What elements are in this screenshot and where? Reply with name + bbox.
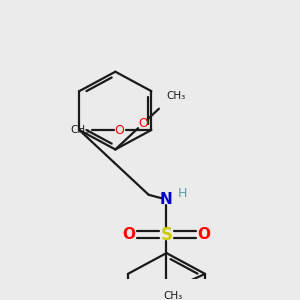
Text: CH₃: CH₃ xyxy=(71,125,90,135)
Text: O: O xyxy=(198,227,211,242)
Text: CH₃: CH₃ xyxy=(167,91,186,101)
Text: O: O xyxy=(115,124,124,136)
Text: O: O xyxy=(138,117,148,130)
Text: CH₃: CH₃ xyxy=(164,291,183,300)
Text: N: N xyxy=(160,192,173,207)
Text: S: S xyxy=(160,226,172,244)
Text: O: O xyxy=(122,227,135,242)
Text: H: H xyxy=(178,188,187,200)
